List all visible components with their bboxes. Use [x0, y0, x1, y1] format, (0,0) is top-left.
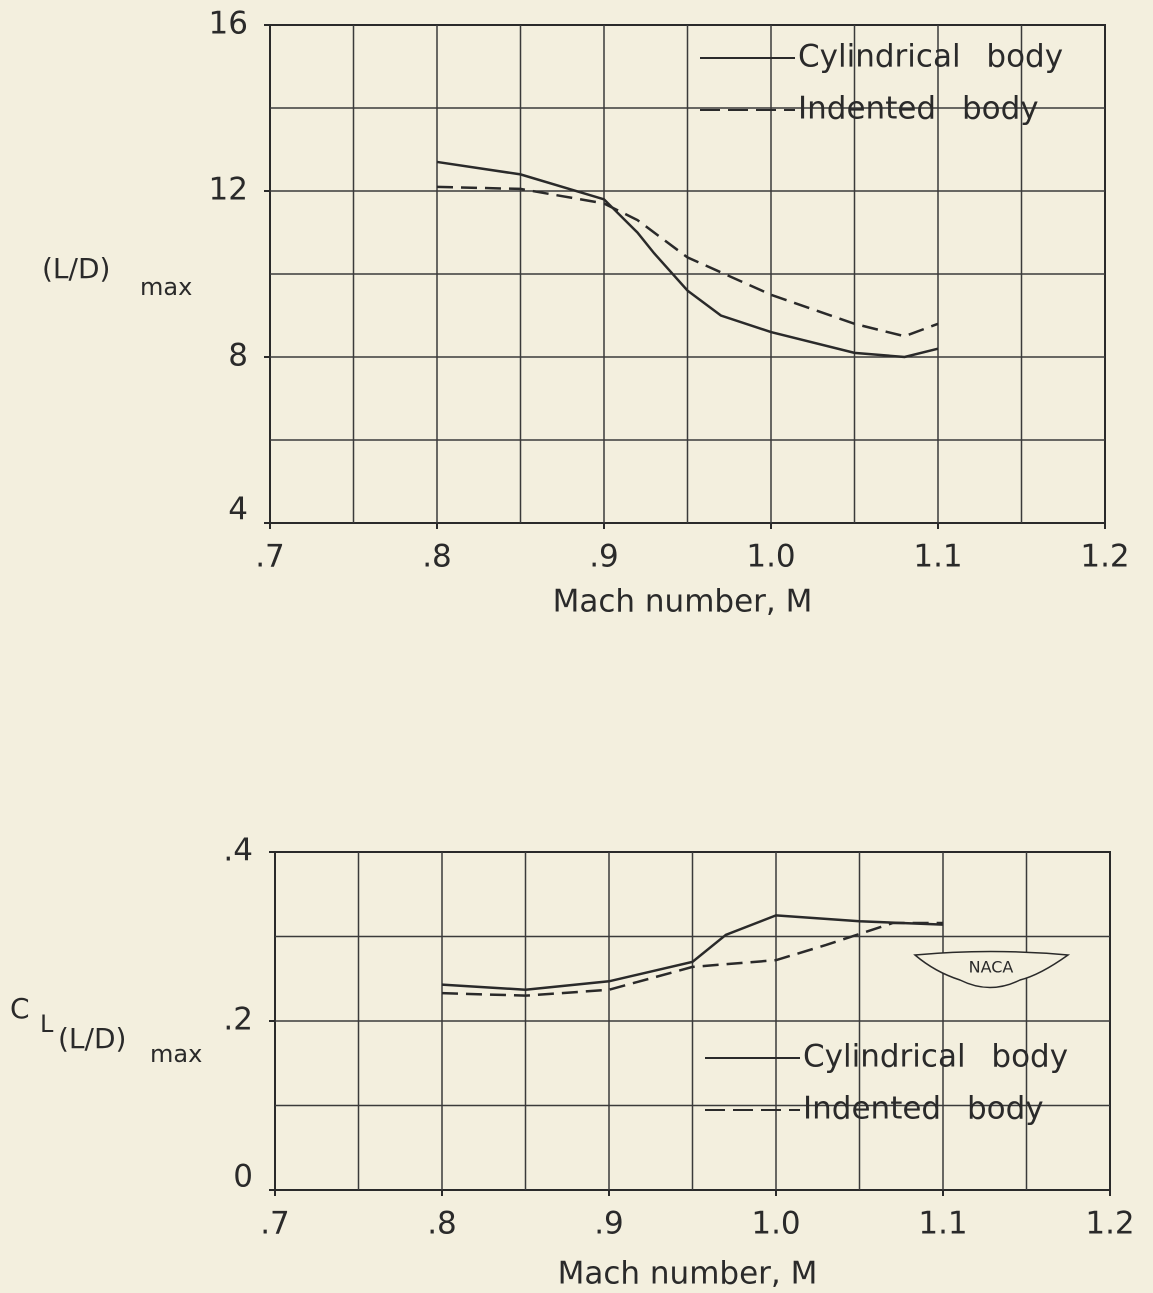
data-line	[441, 921, 943, 997]
y-tick-label: 16	[209, 6, 248, 42]
x-axis-label: Mach number, M	[558, 1256, 818, 1292]
x-tick-label: 1.0	[751, 1206, 800, 1242]
y-tick-label: 4	[228, 492, 248, 528]
x-axis-label: Mach number, M	[553, 584, 813, 620]
y-tick-label: 12	[209, 172, 248, 208]
x-tick-label: 1.0	[746, 539, 795, 575]
x-tick-label: .7	[260, 1206, 290, 1242]
x-tick-label: .9	[594, 1206, 624, 1242]
chart: .7 .8 .9 1.0 1.1 1.2 0 .2 .4 C L (L/D) max Mach numbe…	[10, 833, 1135, 1292]
y-tick-label: .4	[223, 833, 253, 869]
x-tick-label: 1.1	[913, 539, 962, 575]
x-tick-label: 1.2	[1080, 539, 1129, 575]
y-axis-label: max	[140, 273, 192, 301]
x-tick-label: .8	[422, 539, 452, 575]
chart: .7 .8 .9 1.0 1.1 1.2 4 8 12 16 (L/D) max Mach number…	[42, 6, 1130, 620]
x-tick-label: .9	[589, 539, 619, 575]
y-axis-label: max	[150, 1040, 202, 1068]
x-tick-label: 1.2	[1085, 1206, 1134, 1242]
x-tick-label: .8	[427, 1206, 457, 1242]
y-axis-label: L	[40, 1010, 54, 1038]
y-axis-label: (L/D)	[42, 252, 110, 285]
y-axis-label: C	[10, 992, 30, 1025]
data-line	[436, 160, 939, 359]
legend-label: Indented body	[798, 91, 1039, 127]
x-tick-label: .7	[255, 539, 285, 575]
legend-label: Cylindrical body	[798, 39, 1063, 75]
logo-text: NACA	[969, 958, 1014, 977]
y-tick-label: 0	[233, 1159, 253, 1195]
y-axis-label: (L/D)	[58, 1022, 126, 1055]
y-tick-label: 8	[228, 338, 248, 374]
legend-label: Indented body	[803, 1091, 1044, 1127]
logo-wings	[913, 950, 1071, 989]
y-tick-label: .2	[223, 1002, 253, 1038]
x-tick-label: 1.1	[918, 1206, 967, 1242]
data-line	[441, 914, 944, 991]
data-line	[436, 185, 939, 338]
legend-label: Cylindrical body	[803, 1039, 1068, 1075]
